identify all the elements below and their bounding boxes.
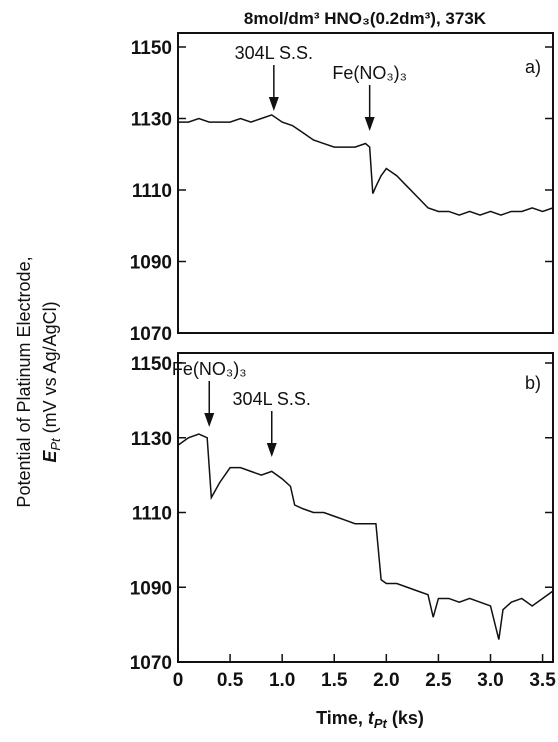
y-tick-label: 1130 bbox=[131, 110, 172, 131]
annotation-arrowhead bbox=[266, 443, 277, 457]
data-line bbox=[177, 433, 554, 640]
y-tick-label: 1150 bbox=[131, 354, 172, 375]
plot-frame bbox=[177, 352, 554, 663]
x-label-text: Time, bbox=[316, 708, 368, 728]
x-tick-label: 0 bbox=[173, 670, 184, 691]
x-tick-label: 2.0 bbox=[373, 670, 399, 691]
y-tick-label: 1070 bbox=[130, 653, 172, 674]
x-tick-label: 0.5 bbox=[217, 670, 244, 691]
panel-label: b) bbox=[525, 373, 541, 393]
annotation: 304L S.S. bbox=[235, 43, 313, 63]
y-label: Potential of Platinum Electrode, bbox=[14, 256, 34, 507]
y-tick-label: 1070 bbox=[130, 324, 172, 345]
x-tick-label: 1.0 bbox=[269, 670, 295, 691]
y-tick-label: 1090 bbox=[130, 578, 172, 599]
annotation-arrowhead bbox=[204, 413, 215, 427]
x-tick-label: 1.5 bbox=[321, 670, 348, 691]
x-label-unit: (ks) bbox=[387, 708, 424, 728]
annotation-arrowhead bbox=[268, 97, 279, 111]
y-label-unit: (mV vs Ag/AgCl) bbox=[40, 301, 60, 438]
x-tick-label: 3.0 bbox=[477, 670, 503, 691]
x-label: Time, tPt (ks) bbox=[316, 708, 424, 731]
title: 8mol/dm³ HNO₃(0.2dm³), 373K bbox=[244, 9, 487, 28]
y-label-symbol: E bbox=[40, 450, 60, 463]
y-tick-label: 1110 bbox=[132, 181, 172, 202]
y-tick-label: 1150 bbox=[131, 38, 172, 59]
panel-label: a) bbox=[525, 57, 541, 77]
annotation-arrowhead bbox=[364, 117, 375, 131]
annotation: 304L S.S. bbox=[233, 389, 311, 409]
x-tick-label: 2.5 bbox=[425, 670, 452, 691]
y-tick-label: 1090 bbox=[130, 253, 172, 274]
annotation: Fe(NO₃)₃ bbox=[172, 359, 247, 379]
y-tick-label: 1110 bbox=[132, 504, 172, 525]
annotation: Fe(NO₃)₃ bbox=[332, 63, 407, 83]
x-label-symbol: t bbox=[368, 708, 375, 728]
x-tick-label: 3.5 bbox=[529, 670, 556, 691]
x-label-sub: Pt bbox=[374, 716, 388, 731]
y-tick-label: 1130 bbox=[131, 429, 172, 450]
data-line bbox=[178, 114, 554, 216]
y-label-sub: Pt bbox=[48, 437, 63, 451]
y-label-2: EPt (mV vs Ag/AgCl) bbox=[40, 301, 63, 462]
plot-frame bbox=[177, 32, 554, 334]
